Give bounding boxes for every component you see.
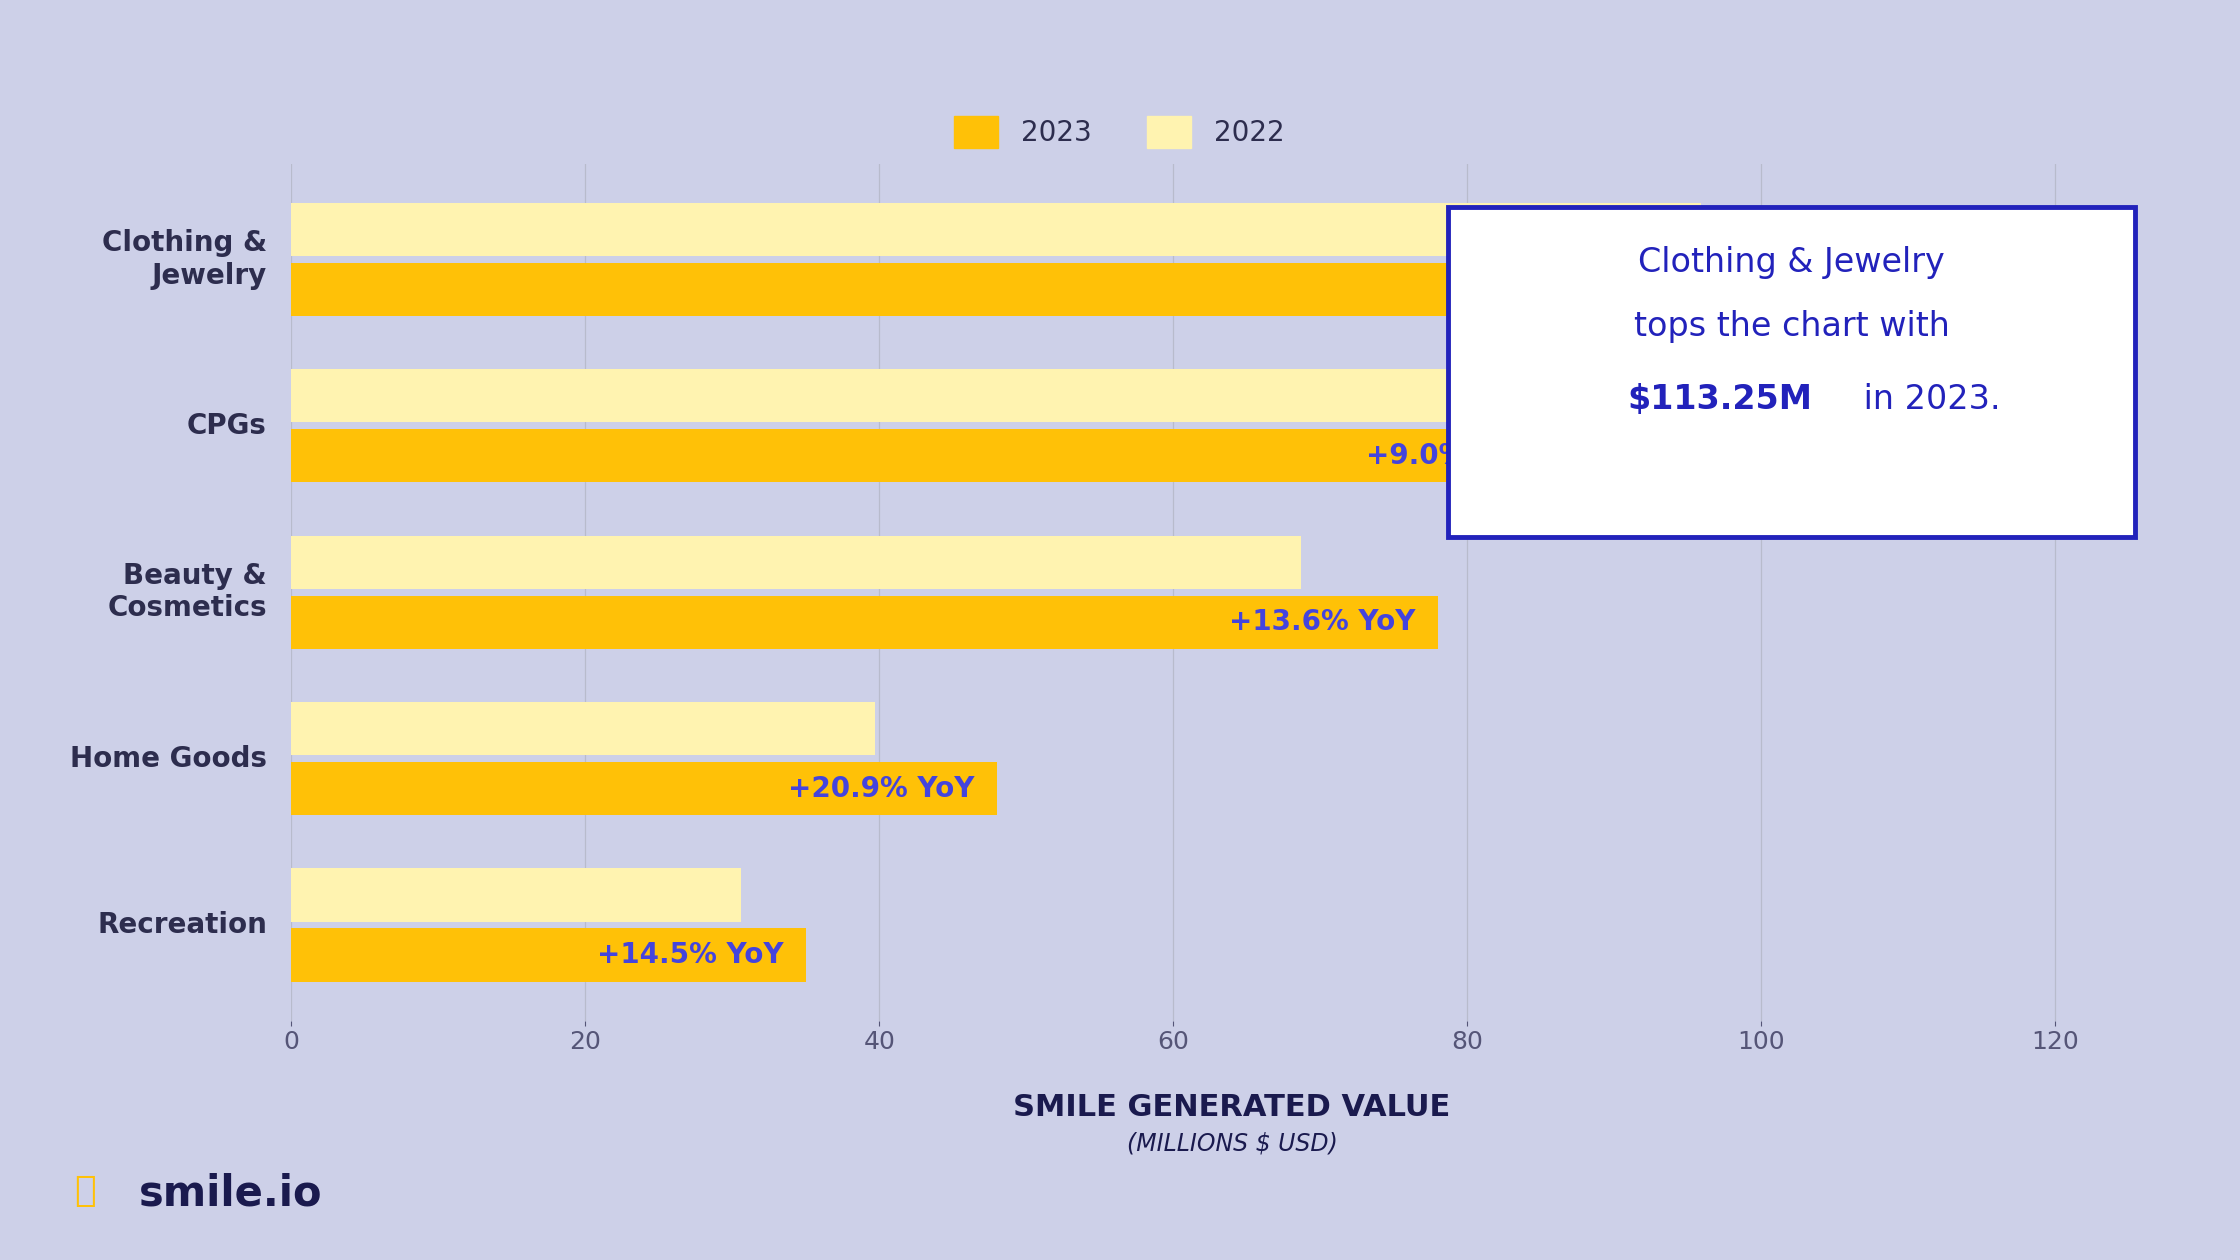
Text: smile.io: smile.io bbox=[139, 1172, 323, 1215]
Bar bbox=[291, 868, 741, 922]
Bar bbox=[291, 369, 1452, 422]
Text: +13.6% YoY: +13.6% YoY bbox=[1230, 609, 1416, 636]
Text: +20.9% YoY: +20.9% YoY bbox=[788, 775, 974, 803]
Bar bbox=[291, 702, 876, 755]
Bar bbox=[291, 929, 806, 982]
Bar bbox=[291, 596, 1438, 649]
Text: in 2023.: in 2023. bbox=[1852, 383, 2000, 416]
Text: +18.1% YoY: +18.1% YoY bbox=[1747, 275, 1933, 304]
Bar bbox=[291, 536, 1301, 588]
Text: +9.0% YoY: +9.0% YoY bbox=[1366, 442, 1534, 470]
Legend: 2023, 2022: 2023, 2022 bbox=[943, 105, 1295, 159]
Text: ⌣: ⌣ bbox=[74, 1174, 96, 1207]
Text: tops the chart with: tops the chart with bbox=[1633, 310, 1949, 343]
Bar bbox=[291, 762, 997, 815]
FancyBboxPatch shape bbox=[1449, 207, 2135, 537]
Text: (MILLIONS $ USD): (MILLIONS $ USD) bbox=[1127, 1131, 1337, 1155]
Text: +14.5% YoY: +14.5% YoY bbox=[598, 941, 784, 969]
Bar bbox=[291, 262, 1956, 316]
Bar bbox=[291, 203, 1700, 256]
Text: Clothing & Jewelry: Clothing & Jewelry bbox=[1637, 246, 1944, 278]
Text: SMILE GENERATED VALUE: SMILE GENERATED VALUE bbox=[1012, 1094, 1452, 1123]
Bar bbox=[291, 430, 1555, 483]
Text: $113.25M: $113.25M bbox=[1628, 383, 1812, 416]
